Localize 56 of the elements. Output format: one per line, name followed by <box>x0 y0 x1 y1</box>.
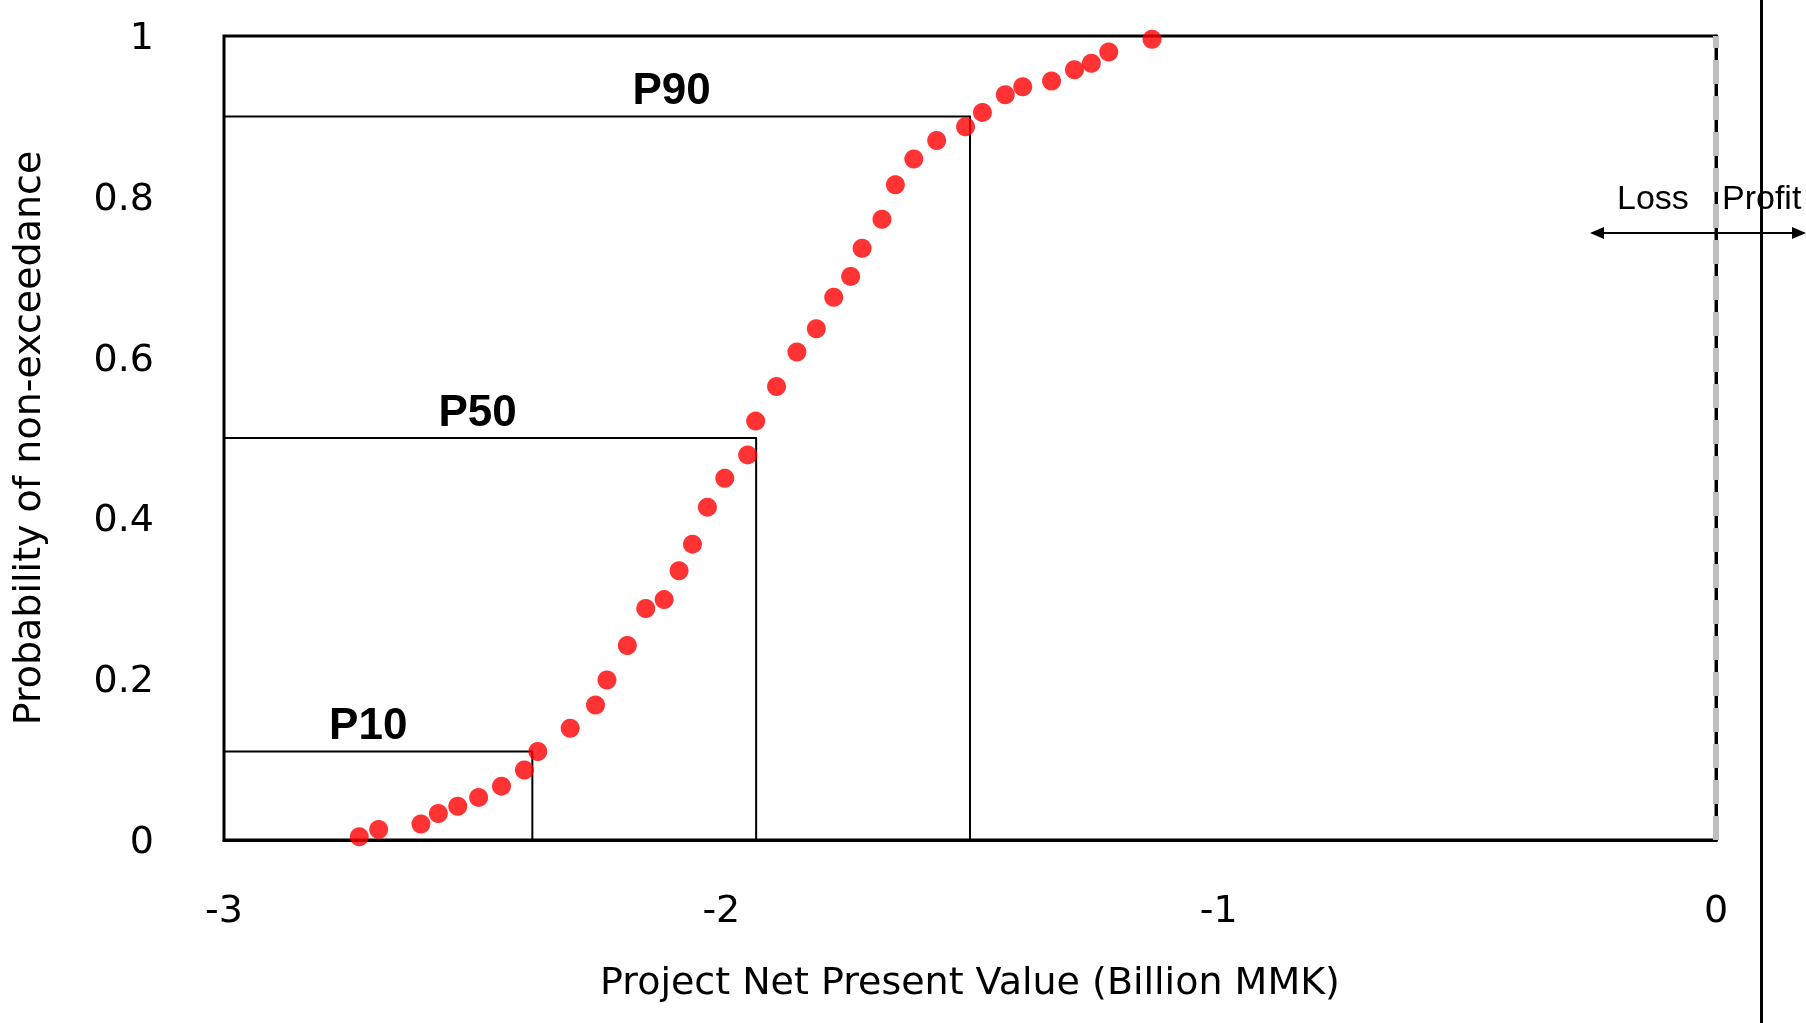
y-tick-label: 0.8 <box>93 174 154 219</box>
y-tick-label: 0 <box>129 818 154 862</box>
annotation: P10 <box>329 699 408 749</box>
point <box>411 814 431 834</box>
point <box>528 742 548 762</box>
point <box>715 468 735 488</box>
y-tick-label: 0.4 <box>93 496 154 541</box>
point <box>1099 42 1119 62</box>
x-tick-label: -1 <box>1199 887 1238 931</box>
point <box>806 319 826 339</box>
point <box>956 117 976 137</box>
point <box>697 497 717 517</box>
point <box>448 796 468 816</box>
x-tick-label: 0 <box>1703 887 1729 931</box>
point <box>738 445 758 465</box>
point <box>1064 60 1084 80</box>
point <box>654 590 674 610</box>
point <box>683 534 702 554</box>
point <box>586 695 606 715</box>
point <box>560 718 580 738</box>
point <box>1142 29 1162 49</box>
point <box>1013 77 1033 97</box>
x-tick-label: -3 <box>205 887 243 931</box>
point <box>927 131 947 151</box>
y-tick-label: 0.2 <box>93 657 154 702</box>
annotation: Loss <box>1617 178 1689 217</box>
point <box>1042 71 1062 91</box>
point <box>669 561 689 581</box>
point <box>787 342 807 362</box>
point <box>597 670 617 690</box>
point <box>469 787 489 807</box>
point <box>746 411 766 431</box>
point <box>841 266 861 286</box>
point <box>904 149 924 169</box>
annotation: P50 <box>438 385 517 435</box>
point <box>885 175 905 195</box>
point <box>972 102 992 122</box>
point <box>492 776 512 796</box>
point <box>428 803 448 823</box>
y-tick-label: 1 <box>129 14 154 58</box>
x-axis-title: Project Net Present Value (Billion MMK) <box>600 959 1340 1003</box>
annotation: P90 <box>632 63 711 113</box>
point <box>824 287 844 307</box>
point <box>995 85 1015 105</box>
x-tick-label: -2 <box>702 887 741 931</box>
point <box>349 827 369 847</box>
y-tick-label: 0.6 <box>93 335 154 380</box>
point <box>514 760 534 780</box>
point <box>369 820 389 840</box>
point <box>852 238 872 258</box>
point <box>617 635 637 655</box>
point <box>636 598 656 618</box>
point <box>1081 53 1101 73</box>
point <box>872 209 892 229</box>
y-axis-title: Probability of non-exceedance <box>5 150 49 726</box>
point <box>767 377 787 397</box>
